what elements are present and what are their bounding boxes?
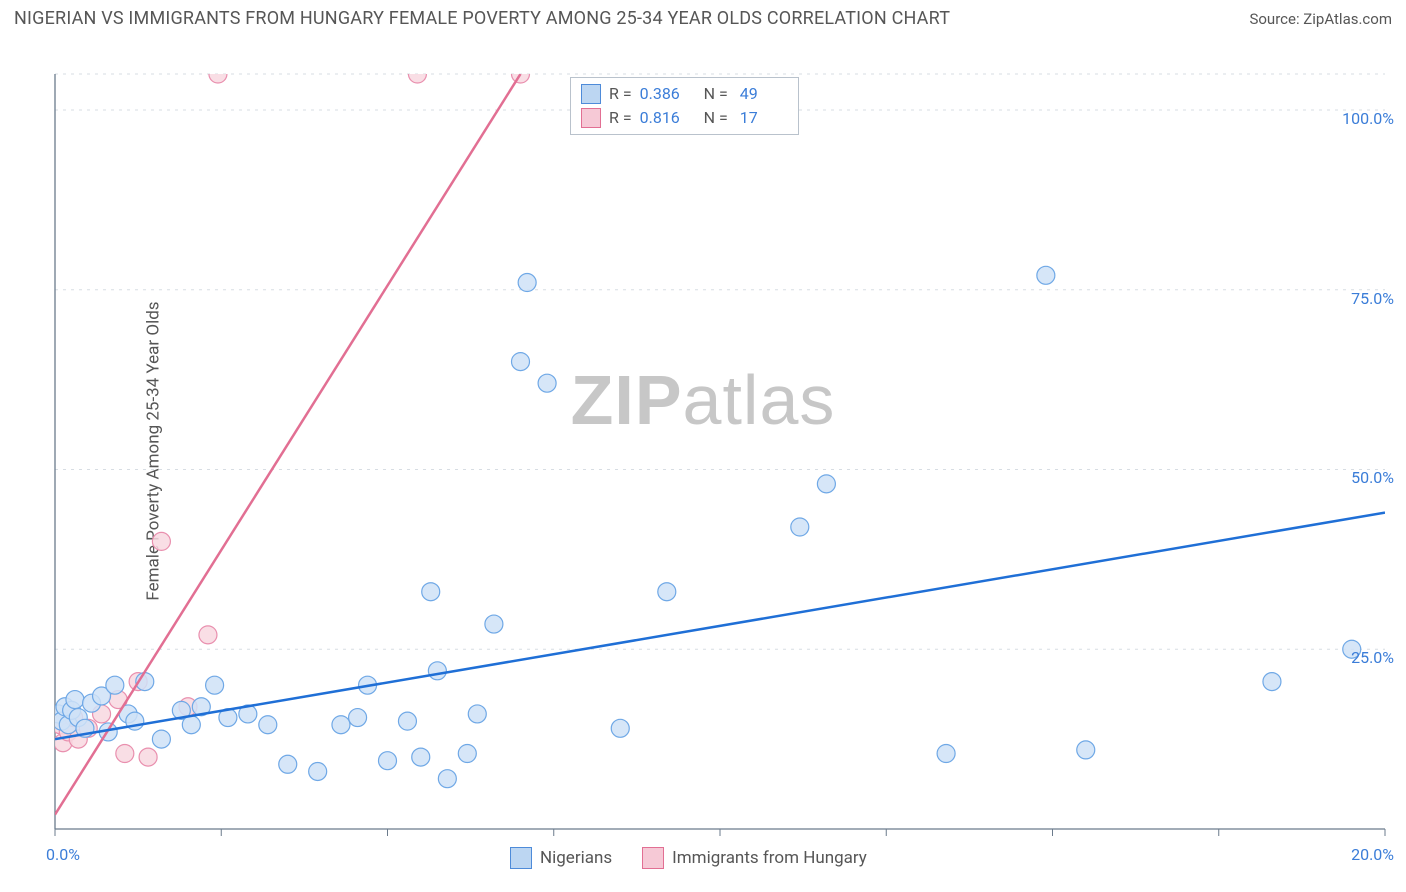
source-label: Source: ZipAtlas.com [1249, 10, 1392, 28]
legend-stats-box: R = 0.386 N = 49 R = 0.816 N = 17 [570, 77, 799, 135]
legend-item: Immigrants from Hungary [642, 847, 867, 869]
legend-swatch [581, 84, 601, 104]
legend-r-label: R = [609, 106, 632, 130]
legend-swatch [581, 108, 601, 128]
legend-series-label: Immigrants from Hungary [672, 848, 867, 868]
legend-r-value: 0.386 [640, 82, 692, 106]
chart-area: Female Poverty Among 25-34 Year Olds ZIP… [0, 29, 1406, 873]
y-tick-label: 75.0% [1351, 289, 1394, 308]
chart-title: NIGERIAN VS IMMIGRANTS FROM HUNGARY FEMA… [14, 8, 950, 29]
legend-stats-row: R = 0.386 N = 49 [581, 82, 788, 106]
legend-r-label: R = [609, 82, 632, 106]
legend-series-label: Nigerians [540, 848, 612, 868]
header: NIGERIAN VS IMMIGRANTS FROM HUNGARY FEMA… [0, 0, 1406, 29]
legend-n-label: N = [700, 106, 728, 130]
legend-bottom: Nigerians Immigrants from Hungary [510, 847, 867, 869]
legend-swatch [510, 847, 532, 869]
y-tick-label: 50.0% [1351, 468, 1394, 487]
legend-r-value: 0.816 [640, 106, 692, 130]
legend-item: Nigerians [510, 847, 612, 869]
x-tick-label-min: 0.0% [46, 845, 80, 864]
scatter-plot-svg [0, 29, 1406, 873]
legend-stats-row: R = 0.816 N = 17 [581, 106, 788, 130]
y-tick-label: 100.0% [1342, 109, 1394, 128]
legend-n-value: 17 [736, 106, 788, 130]
legend-swatch [642, 847, 664, 869]
legend-n-value: 49 [736, 82, 788, 106]
x-tick-label-max: 20.0% [1351, 845, 1394, 864]
legend-n-label: N = [700, 82, 728, 106]
y-tick-label: 25.0% [1351, 648, 1394, 667]
